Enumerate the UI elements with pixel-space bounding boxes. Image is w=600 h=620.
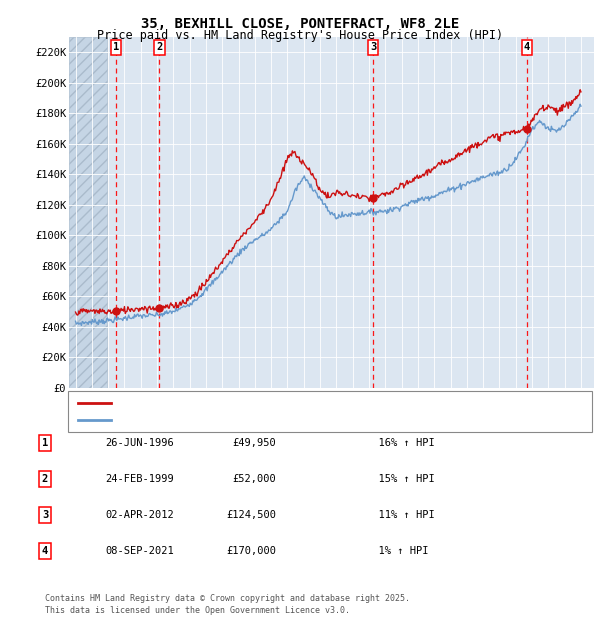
Text: £170,000: £170,000 [226, 546, 276, 556]
Text: 02-APR-2012: 02-APR-2012 [105, 510, 174, 520]
Text: 3: 3 [42, 510, 48, 520]
Text: 08-SEP-2021: 08-SEP-2021 [105, 546, 174, 556]
Text: This data is licensed under the Open Government Licence v3.0.: This data is licensed under the Open Gov… [45, 606, 350, 614]
Text: 2: 2 [157, 42, 163, 53]
Text: 3: 3 [370, 42, 376, 53]
Text: 35, BEXHILL CLOSE, PONTEFRACT, WF8 2LE: 35, BEXHILL CLOSE, PONTEFRACT, WF8 2LE [141, 17, 459, 32]
Text: 35, BEXHILL CLOSE, PONTEFRACT, WF8 2LE (semi-detached house): 35, BEXHILL CLOSE, PONTEFRACT, WF8 2LE (… [117, 398, 470, 408]
Text: 4: 4 [524, 42, 530, 53]
Text: £49,950: £49,950 [232, 438, 276, 448]
Text: 4: 4 [42, 546, 48, 556]
Text: 1% ↑ HPI: 1% ↑ HPI [366, 546, 428, 556]
Text: 1: 1 [113, 42, 119, 53]
Text: £124,500: £124,500 [226, 510, 276, 520]
Text: 15% ↑ HPI: 15% ↑ HPI [366, 474, 435, 484]
Text: HPI: Average price, semi-detached house, Wakefield: HPI: Average price, semi-detached house,… [117, 415, 411, 425]
Text: 24-FEB-1999: 24-FEB-1999 [105, 474, 174, 484]
Bar [69, 37, 107, 387]
Text: £52,000: £52,000 [232, 474, 276, 484]
Text: 26-JUN-1996: 26-JUN-1996 [105, 438, 174, 448]
Text: 2: 2 [42, 474, 48, 484]
Text: Price paid vs. HM Land Registry's House Price Index (HPI): Price paid vs. HM Land Registry's House … [97, 29, 503, 42]
Text: 16% ↑ HPI: 16% ↑ HPI [366, 438, 435, 448]
Text: Contains HM Land Registry data © Crown copyright and database right 2025.: Contains HM Land Registry data © Crown c… [45, 595, 410, 603]
Text: 1: 1 [42, 438, 48, 448]
Text: 11% ↑ HPI: 11% ↑ HPI [366, 510, 435, 520]
